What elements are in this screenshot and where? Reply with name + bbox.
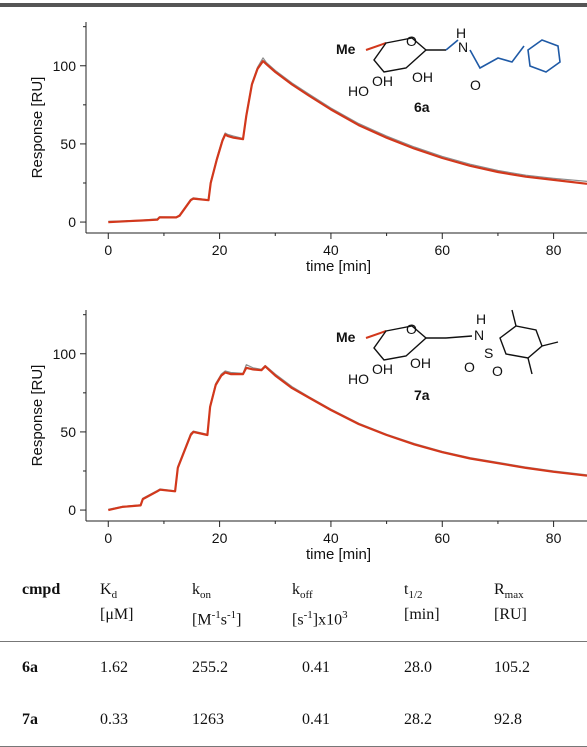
- methyl-bond: [511, 309, 517, 327]
- methyl-bond: [365, 330, 387, 339]
- y-tick-label: 100: [53, 58, 77, 74]
- amide-h-label: H: [456, 25, 466, 41]
- x-tick-label: 40: [323, 242, 339, 258]
- hydroxyl-label: HO: [348, 371, 369, 387]
- y-tick-label: 50: [60, 136, 76, 152]
- cell-kon: 1263: [192, 693, 292, 747]
- y-axis-title: Response [RU]: [29, 77, 46, 179]
- sulfonyl-o-label: O: [492, 363, 503, 379]
- fit-series-line: [108, 365, 587, 512]
- compound-label: 7a: [414, 387, 430, 403]
- x-tick-label: 60: [434, 242, 450, 258]
- plot-area: 0 20 40 60 80 0 50 100 time [min] Response [RU]: [29, 22, 587, 275]
- cell-cmpd: 7a: [0, 693, 100, 747]
- sulfonyl-o-label: O: [464, 359, 475, 375]
- cell-kon: 255.2: [192, 658, 228, 676]
- hydroxyl-label: HO: [348, 83, 369, 99]
- table-row: 6a 1.62 255.2 0.41 28.0 105.2: [0, 641, 587, 694]
- fit-series-line: [108, 60, 587, 224]
- cell-rmax: 105.2: [494, 658, 530, 676]
- plot-area: 0 20 40 60 80 0 50 100 time [min] Response [RU]: [29, 310, 587, 563]
- y-tick-label: 0: [68, 502, 76, 518]
- methyl-bond: [365, 42, 387, 51]
- ring-oxygen-label: O: [406, 321, 417, 337]
- structure-6a: Me O OH HO OH H N O 6a: [336, 25, 561, 115]
- hydroxyl-label: OH: [372, 73, 393, 89]
- x-tick-label: 80: [546, 530, 562, 546]
- cell-koff: 0.41: [292, 693, 404, 747]
- x-axis-title: time [min]: [306, 258, 371, 275]
- amide-n-label: N: [458, 39, 468, 55]
- ch2-n-bond: [445, 335, 473, 339]
- methyl-label: Me: [336, 329, 356, 345]
- structure-7a: Me O OH HO OH H N S O O 7a: [336, 309, 559, 403]
- header-koff: koff [s-1]x103: [292, 572, 404, 642]
- kinetics-table: cmpd Kd [μM] kon [M-1s-1] koff [s-1]x103 t1…: [0, 572, 587, 747]
- x-tick-label: 0: [104, 242, 112, 258]
- header-thalf: t1/2 [min]: [404, 572, 494, 642]
- sensorgram-chart-6a: 0 20 40 60 80 0 50 100 time [min] Response [RU] M…: [29, 22, 587, 275]
- hydroxyl-label: OH: [372, 361, 393, 377]
- methyl-label: Me: [336, 41, 356, 57]
- phenyl-ring: [527, 39, 561, 73]
- methyl-bond: [541, 341, 559, 347]
- sulfonamide-n-label: N: [474, 327, 484, 343]
- pyranose-ring: [373, 37, 428, 73]
- sensorgram-chart-7a: 0 20 40 60 80 0 50 100 time [min] Response [RU] M…: [29, 309, 587, 563]
- x-tick-label: 20: [212, 530, 228, 546]
- compound-label: 6a: [414, 99, 430, 115]
- x-tick-label: 20: [212, 242, 228, 258]
- header-kon: kon [M-1s-1]: [192, 572, 292, 642]
- sulfonamide-h-label: H: [476, 311, 486, 327]
- header-cmpd: cmpd: [0, 572, 100, 642]
- pyranose-ring: [373, 325, 428, 361]
- sulfur-label: S: [484, 345, 493, 361]
- cell-cmpd: 6a: [22, 658, 38, 676]
- hydroxyl-label: OH: [410, 355, 431, 371]
- cell-thalf: 28.2: [404, 693, 494, 747]
- cell-kd: 1.62: [100, 658, 128, 676]
- hydroxyl-label: OH: [412, 69, 433, 85]
- methyl-bond: [527, 357, 533, 375]
- cell-thalf: 28.0: [404, 658, 432, 676]
- ring-oxygen-label: O: [406, 33, 417, 49]
- header-rmax: Rmax [RU]: [494, 572, 587, 642]
- x-tick-label: 0: [104, 530, 112, 546]
- header-kd: Kd [μM]: [100, 572, 192, 642]
- cell-kd: 0.33: [100, 693, 192, 747]
- x-axis-title: time [min]: [306, 546, 371, 563]
- x-tick-label: 60: [434, 530, 450, 546]
- y-tick-label: 100: [53, 346, 77, 362]
- cinnamoyl-chain: [469, 45, 525, 70]
- y-tick-label: 50: [60, 424, 76, 440]
- x-tick-label: 40: [323, 530, 339, 546]
- carbonyl-o-label: O: [470, 77, 481, 93]
- mesityl-ring: [499, 325, 543, 359]
- amide-bond: [445, 39, 459, 51]
- table-row: 7a 0.33 1263 0.41 28.2 92.8: [0, 693, 587, 747]
- cell-koff: 0.41: [302, 658, 330, 676]
- y-axis-title: Response [RU]: [29, 365, 46, 467]
- cell-rmax: 92.8: [494, 693, 587, 747]
- top-rule: [0, 3, 587, 7]
- y-tick-label: 0: [68, 214, 76, 230]
- x-tick-label: 80: [546, 242, 562, 258]
- table-header-row: cmpd Kd [μM] kon [M-1s-1] koff [s-1]x103 t1…: [0, 572, 587, 642]
